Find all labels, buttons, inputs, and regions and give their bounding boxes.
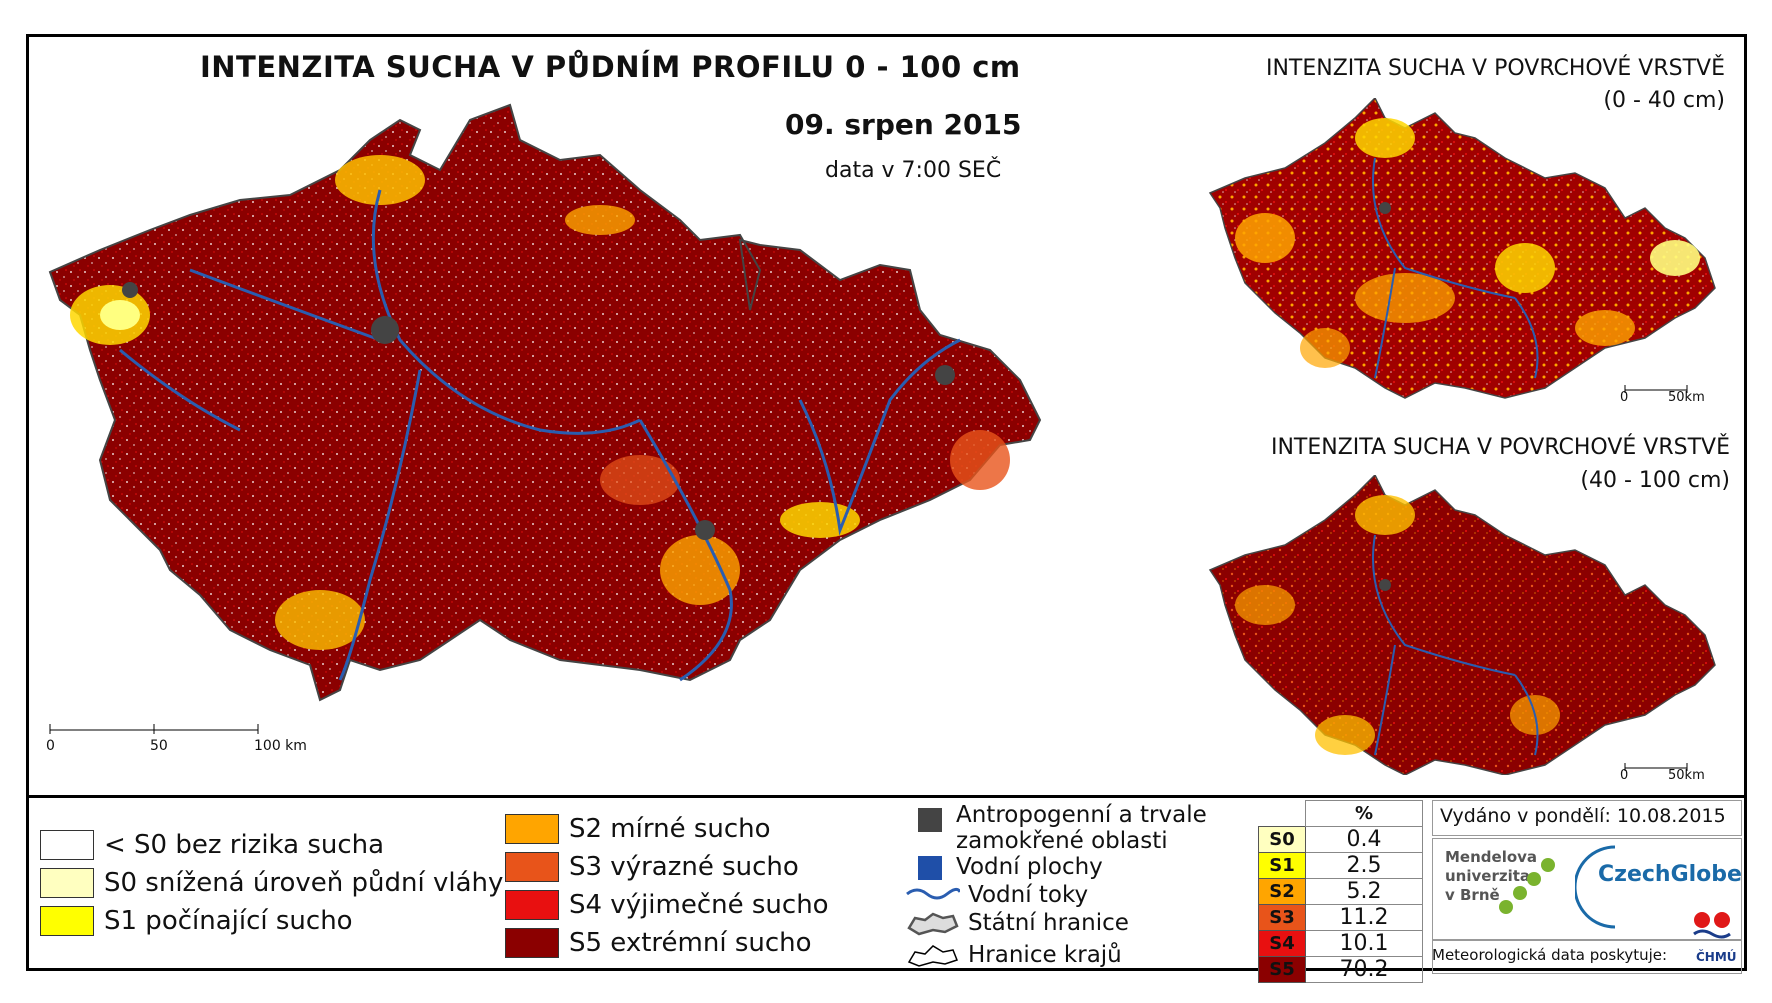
legend-swatch (40, 830, 94, 860)
inset-top-map (1208, 98, 1716, 399)
anthro-square-icon (918, 808, 942, 832)
legend-s0: S0 snížená úroveň půdní vláhy (40, 868, 503, 898)
logos-box (1432, 838, 1742, 940)
legend-label: S2 mírné sucho (569, 814, 771, 844)
meteo-box (1432, 940, 1742, 974)
river-line-icon (906, 887, 960, 900)
legend-state-border: Státní hranice (905, 910, 1129, 936)
legend-anthro: Antropogenní a trvale zamokřené oblasti (918, 802, 1208, 854)
legend-swatch (40, 906, 94, 936)
legend-label: Hranice krajů (968, 942, 1122, 968)
inset-bottom-scale-bar (1624, 763, 1688, 771)
legend-swatch (505, 852, 559, 882)
legend-label: S1 počínající sucho (104, 906, 353, 936)
stats-value: 10.1 (1305, 930, 1423, 957)
stats-row: S2 5.2 (1258, 878, 1423, 905)
inset-top-scale-0: 0 (1620, 390, 1629, 405)
legend-swatch (505, 928, 559, 958)
legend-s2: S2 mírné sucho (505, 814, 771, 844)
region-border-icon (907, 945, 958, 967)
stats-label: S5 (1258, 956, 1306, 983)
stats-label: S2 (1258, 878, 1306, 905)
legend-water-bodies: Vodní plochy (918, 854, 1103, 880)
legend-label: S4 výjimečné sucho (569, 890, 829, 920)
stats-row: S4 10.1 (1258, 930, 1423, 957)
meteo-source: Meteorologická data poskytuje: (1432, 946, 1668, 964)
legend-swatch (505, 814, 559, 844)
inset-bottom-scale-50: 50km (1668, 768, 1705, 783)
stats-label: S4 (1258, 930, 1306, 957)
czech-outline-main (48, 103, 1042, 702)
chmu-logo-icon (1693, 912, 1731, 939)
legend-below-s0: < S0 bez rizika sucha (40, 830, 384, 860)
map-date: 09. srpen 2015 (785, 108, 1022, 141)
mendel-logo-text: Mendelova univerzita v Brně (1445, 848, 1537, 905)
stats-value: 5.2 (1305, 878, 1423, 905)
legend-label: S0 snížená úroveň půdní vláhy (104, 868, 504, 898)
czechglobe-logo: CzechGlobe (1598, 862, 1742, 887)
main-title: INTENZITA SUCHA V PŮDNÍM PROFILU 0 - 100… (200, 50, 1021, 84)
main-scale-bar (49, 724, 259, 734)
inset-top-scale-bar (1624, 385, 1688, 393)
issued-date: Vydáno v pondělí: 10.08.2015 (1440, 805, 1726, 827)
stats-label: S3 (1258, 904, 1306, 931)
legend-s1: S1 počínající sucho (40, 906, 353, 936)
main-scale-100: 100 km (254, 738, 307, 754)
inset-bottom-scale-0: 0 (1620, 768, 1629, 783)
legend-label: S5 extrémní sucho (569, 928, 812, 958)
stats-row: S1 2.5 (1258, 852, 1423, 879)
stats-row: S0 0.4 (1258, 826, 1423, 853)
inset-top-depth: (0 - 40 cm) (1603, 88, 1725, 113)
inset-top-title: INTENZITA SUCHA V POVRCHOVÉ VRSTVĚ (1265, 56, 1725, 81)
legend-label: < S0 bez rizika sucha (104, 830, 385, 860)
issued-box (1432, 800, 1742, 836)
legend-swatch (505, 890, 559, 920)
legend-divider (26, 795, 1747, 798)
stats-table: % S0 0.4 S1 2.5 S2 5.2 S3 11.2 S4 10.1 S… (1258, 800, 1423, 983)
mendel-line: v Brně (1445, 886, 1500, 904)
main-scale-0: 0 (46, 738, 55, 754)
inset-top-scale-50: 50km (1668, 390, 1705, 405)
stats-header: % (1305, 800, 1423, 827)
legend-label: Vodní toky (968, 882, 1089, 908)
chmu-logo: ČHMÚ (1696, 950, 1737, 964)
legend-label: Vodní plochy (956, 854, 1103, 880)
data-time: data v 7:00 SEČ (825, 158, 1002, 183)
legend-label: Státní hranice (968, 910, 1129, 936)
main-drought-map (48, 103, 1042, 702)
main-scale-50: 50 (150, 738, 168, 754)
legend-rivers: Vodní toky (905, 882, 1088, 908)
inset-bottom-title: INTENZITA SUCHA V POVRCHOVÉ VRSTVĚ (1270, 435, 1730, 460)
inset-bottom-map (1208, 475, 1716, 775)
water-body-square-icon (918, 856, 942, 880)
stats-header-row: % (1259, 800, 1423, 827)
inset-bottom-depth: (40 - 100 cm) (1580, 468, 1730, 493)
stats-value: 0.4 (1305, 826, 1423, 853)
legend-s5: S5 extrémní sucho (505, 928, 812, 958)
state-border-icon (907, 912, 959, 936)
stats-label: S0 (1258, 826, 1306, 853)
mendel-logo-icon (1499, 858, 1555, 914)
stats-value: 70.2 (1305, 956, 1423, 983)
map-frame (26, 34, 1747, 971)
stats-value: 11.2 (1305, 904, 1423, 931)
czechglobe-arc-icon (1575, 845, 1616, 929)
legend-region-border: Hranice krajů (905, 942, 1122, 968)
legend-label: Antropogenní a trvale zamokřené oblasti (956, 802, 1207, 854)
stats-label: S1 (1258, 852, 1306, 879)
legend-swatch (40, 868, 94, 898)
mendel-line: univerzita (1445, 867, 1531, 885)
stats-row: S3 11.2 (1258, 904, 1423, 931)
legend-s3: S3 výrazné sucho (505, 852, 799, 882)
legend-label: S3 výrazné sucho (569, 852, 799, 882)
stats-value: 2.5 (1305, 852, 1423, 879)
stats-row: S5 70.2 (1258, 956, 1423, 983)
mendel-line: Mendelova (1445, 848, 1538, 866)
legend-s4: S4 výjimečné sucho (505, 890, 829, 920)
